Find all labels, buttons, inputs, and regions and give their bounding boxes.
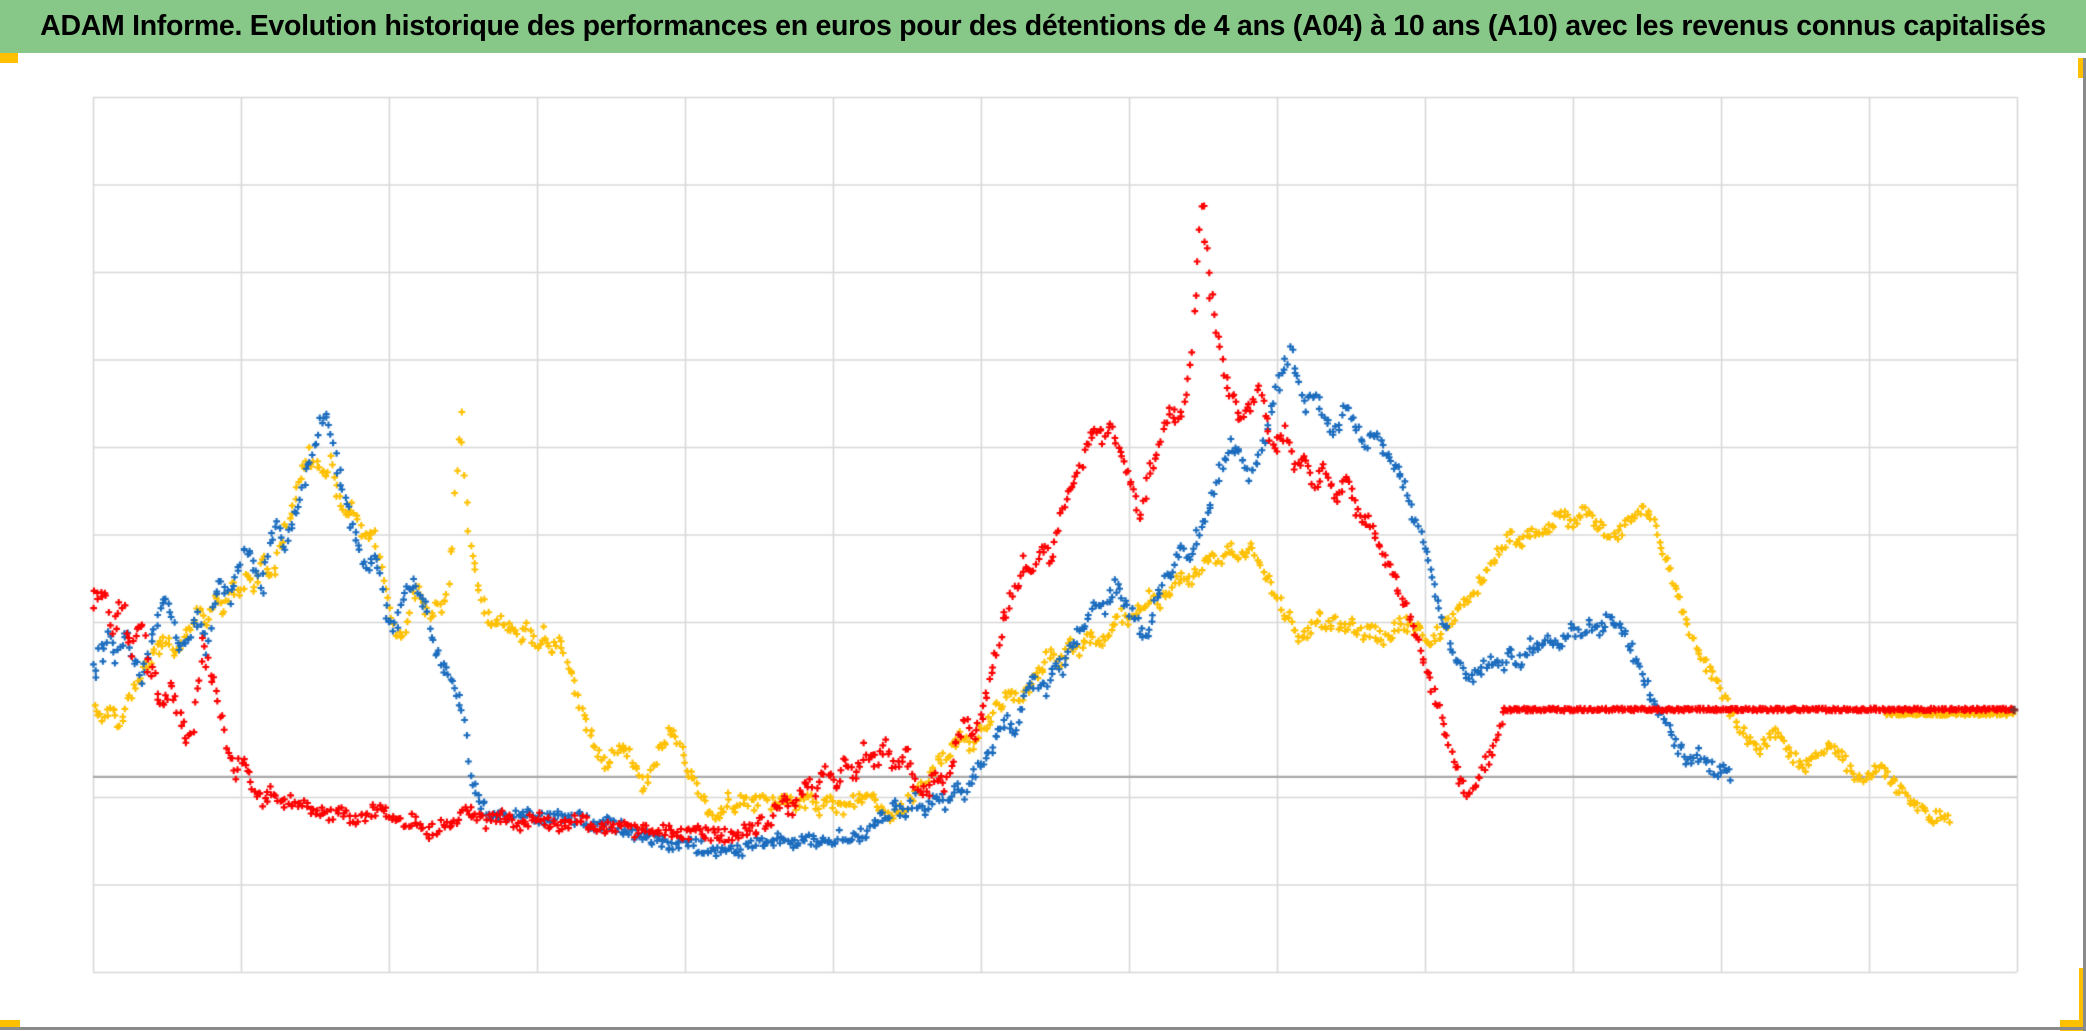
yellow-accent-top-right [2078,58,2086,78]
yellow-accent-bottom-right-vertical [2079,968,2086,1031]
yellow-accent-bottom-left [0,1020,20,1029]
page-border-bottom [0,1027,2086,1030]
yellow-accent-top-left [0,53,18,63]
page-border-right [2083,58,2086,1031]
yellow-accent-bottom-right-horizontal [2060,1020,2086,1031]
